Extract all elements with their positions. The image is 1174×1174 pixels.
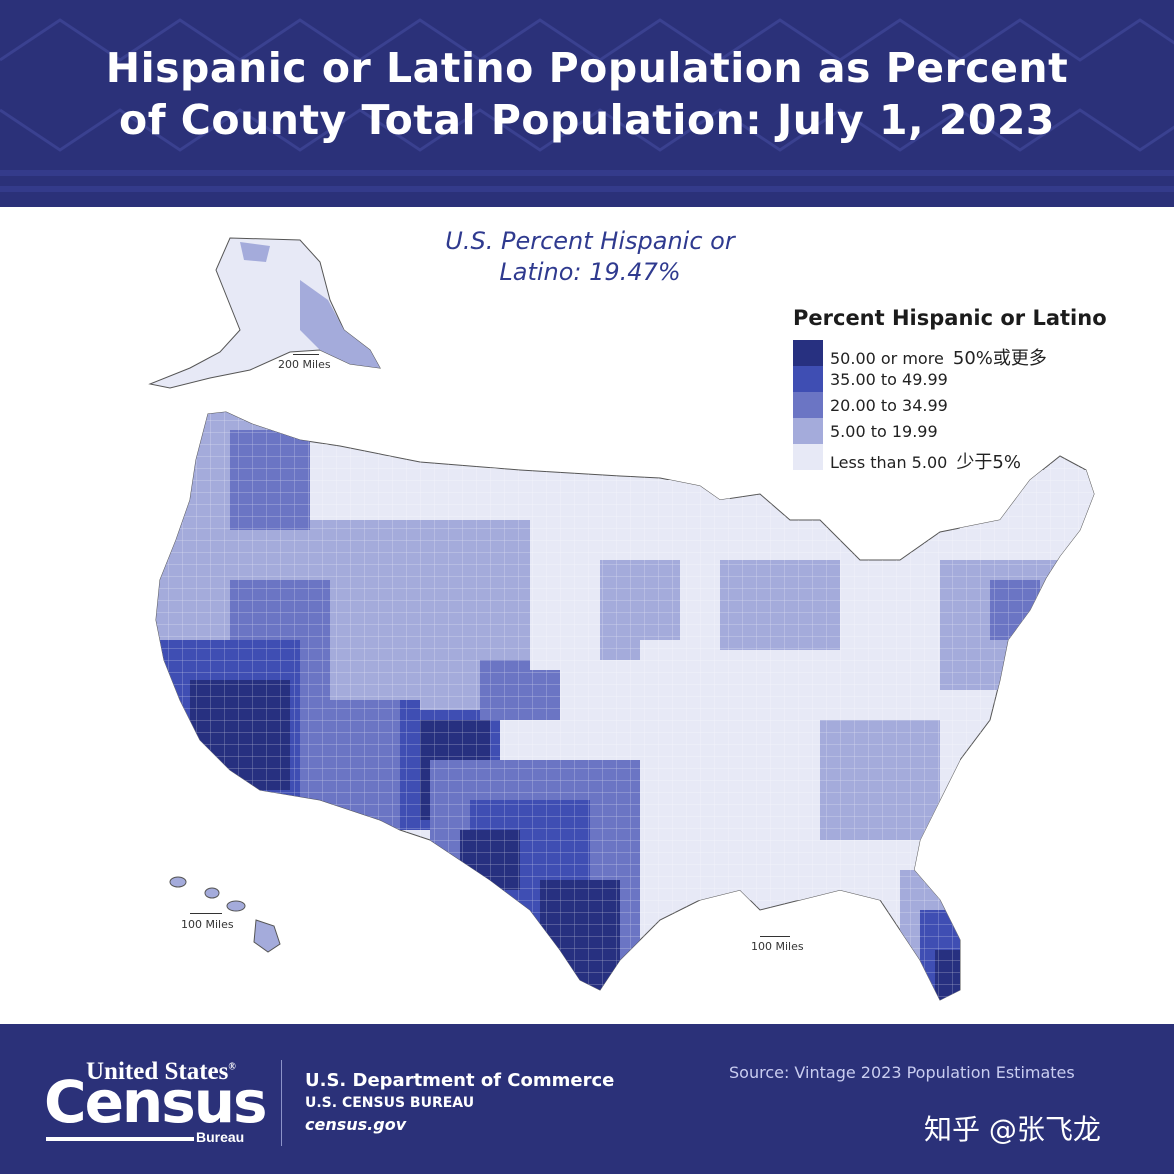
logo-top-text: United States — [86, 1058, 229, 1085]
legend-note: 少于5% — [956, 452, 1021, 473]
legend-item: 35.00 to 49.99 — [793, 366, 1123, 392]
footer-banner: United States® Census Bureau U.S. Depart… — [0, 1024, 1174, 1174]
page-title-line1: Hispanic or Latino Population as Percent — [105, 44, 1069, 92]
legend-note: 50%或更多 — [952, 348, 1047, 369]
hawaii-map — [169, 876, 281, 953]
alaska-scale-bar — [293, 354, 319, 355]
legend-title: Percent Hispanic or Latino — [793, 306, 1107, 330]
registered-mark: ® — [228, 1061, 236, 1073]
conus-scale-bar — [760, 936, 790, 937]
legend-item: Less than 5.00 少于5% — [793, 444, 1123, 473]
census-logo-main: Census — [44, 1068, 268, 1136]
legend-item: 50.00 or more 50%或更多 — [793, 340, 1123, 369]
conus-map — [155, 411, 1095, 1001]
legend-label: 20.00 to 34.99 — [830, 396, 948, 415]
footer-divider — [281, 1060, 282, 1146]
alaska-scale-label: 200 Miles — [278, 358, 331, 371]
hawaii-scale-bar — [190, 913, 222, 914]
logo-underline — [46, 1137, 194, 1141]
watermark: 知乎 @张飞龙 — [924, 1113, 1101, 1146]
header-banner: Hispanic or Latino Population as Percent… — [0, 0, 1174, 207]
source-note: Source: Vintage 2023 Population Estimate… — [729, 1063, 1075, 1082]
legend-label: 5.00 to 19.99 — [830, 422, 938, 441]
legend-swatch — [793, 366, 823, 392]
legend-list: 50.00 or more 50%或更多 35.00 to 49.99 20.0… — [793, 340, 1123, 473]
legend-item: 5.00 to 19.99 — [793, 418, 1123, 444]
page-title-line2: of County Total Population: July 1, 2023 — [119, 96, 1055, 144]
banner-pattern — [0, 18, 1174, 192]
bureau-name: U.S. CENSUS BUREAU — [305, 1095, 475, 1111]
hawaii-scale-label: 100 Miles — [181, 918, 234, 931]
census-logo-sub: Bureau — [196, 1129, 245, 1145]
legend-label: 50.00 or more — [830, 349, 944, 368]
national-percent-label-line2: Latino: 19.47% — [499, 258, 681, 286]
alaska-map — [148, 237, 381, 389]
legend-swatch — [793, 340, 823, 366]
map-legend: Percent Hispanic or Latino 50.00 or more… — [793, 306, 1123, 473]
department-name: U.S. Department of Commerce — [305, 1070, 615, 1091]
census-website-link[interactable]: census.gov — [305, 1115, 407, 1134]
census-logo-top: United States® — [86, 1058, 236, 1086]
legend-item: 20.00 to 34.99 — [793, 392, 1123, 418]
legend-swatch — [793, 392, 823, 418]
legend-swatch — [793, 444, 823, 470]
conus-scale-label: 100 Miles — [751, 940, 804, 953]
legend-label: Less than 5.00 — [830, 453, 948, 472]
legend-swatch — [793, 418, 823, 444]
legend-label: 35.00 to 49.99 — [830, 370, 948, 389]
national-percent-label-line1: U.S. Percent Hispanic or — [445, 227, 735, 255]
